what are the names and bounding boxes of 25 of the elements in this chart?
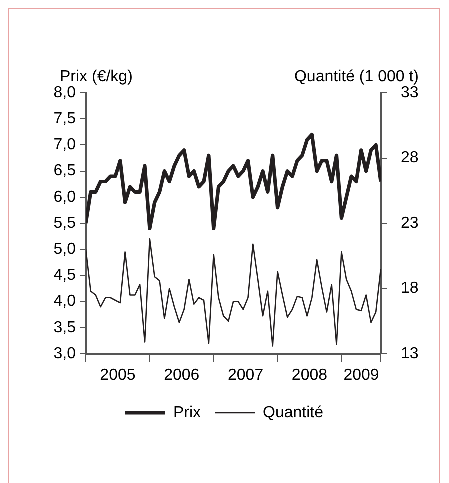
y2-tick-label: 18 [401,280,419,298]
y-tick-label: 6,0 [54,188,76,206]
y-tick-label: 7,0 [54,136,76,154]
y-tick-label: 3,0 [54,345,76,362]
y2-tick-label: 28 [401,150,419,167]
y-tick-label: 4,5 [54,267,76,284]
legend-label: Quantité [263,404,324,422]
y2-tick-label: 33 [401,84,419,102]
y-axis-title: Prix (€/kg) [60,68,133,86]
x-tick-label: 2008 [292,367,328,384]
y-tick-label: 8,0 [54,84,76,102]
y-tick-label: 3,5 [54,319,76,336]
y2-tick-label: 13 [401,345,419,362]
y-tick-label: 4,0 [54,293,76,310]
x-tick-label: 2007 [228,367,264,384]
y2-tick-label: 23 [401,214,419,232]
y2-axis-title: Quantité (1 000 t) [294,68,419,86]
legend-label: Prix [173,404,202,422]
x-tick-label: 2005 [100,367,136,384]
y-tick-label: 5,0 [54,241,76,258]
x-tick-label: 2006 [164,367,200,384]
y-tick-label: 5,5 [54,214,76,232]
x-tick-label: 2009 [344,367,380,384]
y-tick-label: 7,5 [54,110,76,128]
y-tick-label: 6,5 [54,162,76,180]
